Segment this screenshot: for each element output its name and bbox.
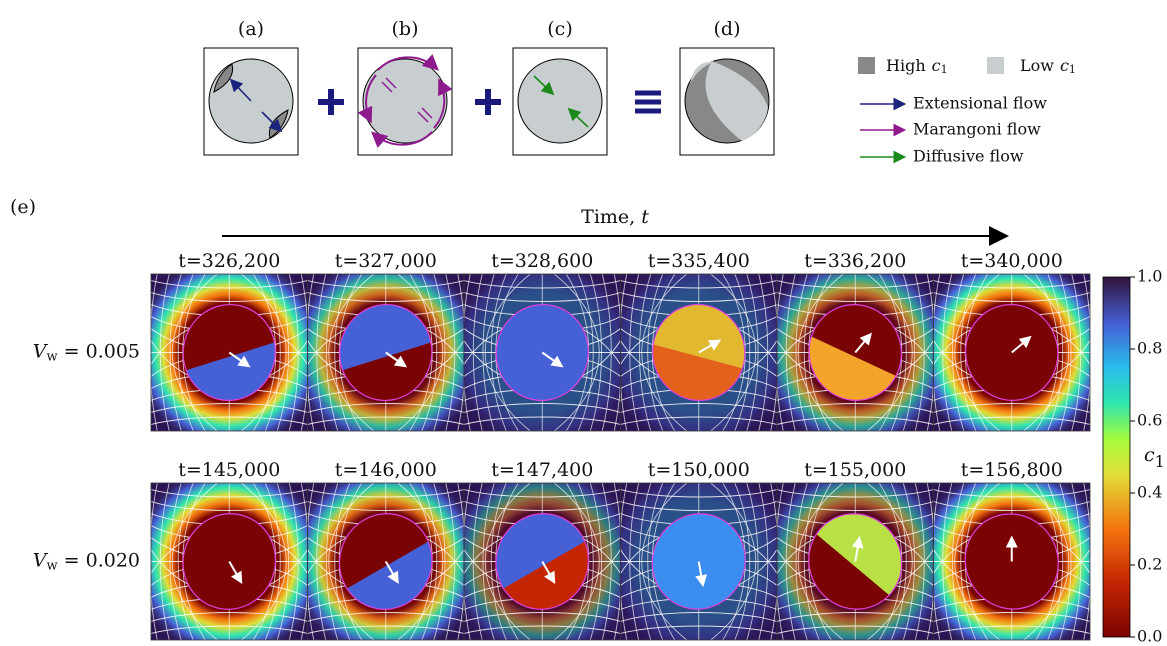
figure: (a) (b) (c) (d) Highc1 Lowc1 Extensional…: [0, 0, 1167, 646]
panel-title: t=335,400: [648, 250, 750, 272]
sim-panel: [442, 462, 642, 646]
row-sub: w: [47, 349, 58, 364]
swatch: [858, 57, 875, 74]
panel-label: (e): [10, 196, 36, 218]
tick-label: 0.0: [1137, 627, 1162, 646]
sim-panel: [599, 253, 799, 453]
body: (a) (b) (c) (d) Highc1 Lowc1 Extensional…: [0, 0, 1167, 646]
panel-label: (b): [392, 18, 419, 40]
tick-label: 1.0: [1137, 267, 1162, 286]
panel-label: (d): [714, 18, 741, 40]
panel-title: t=336,200: [804, 250, 906, 272]
row-text: = 0.005: [64, 341, 140, 363]
panel-title: t=340,000: [961, 250, 1063, 272]
row-label: Vw= 0.020: [33, 550, 140, 574]
panel-title: t=146,000: [335, 459, 437, 481]
sim-panel: [912, 253, 1112, 453]
sim-panel: [442, 253, 642, 453]
legend-text: High: [886, 56, 926, 75]
colorbar-label: c1: [1144, 444, 1165, 471]
plus: [318, 89, 344, 115]
sim-panel: [755, 253, 955, 453]
time-var: t: [641, 206, 649, 228]
legend-entry: Extensional flow: [913, 94, 1047, 113]
panel-title: t=327,000: [335, 250, 437, 272]
cbar-var: c: [1144, 444, 1155, 466]
row-label: Vw= 0.005: [33, 341, 140, 365]
sim-panel: [912, 462, 1112, 646]
panel-title: t=147,400: [491, 459, 593, 481]
panel-title: t=328,600: [491, 250, 593, 272]
row-text: = 0.020: [64, 550, 140, 572]
sim-panel: [599, 462, 799, 646]
tick-label: 0.2: [1137, 555, 1162, 574]
legend-sub: 1: [1069, 63, 1076, 76]
panel-label: (a): [238, 18, 264, 40]
tick-label: 0.6: [1137, 411, 1162, 430]
panel-title: t=156,800: [961, 459, 1063, 481]
legend-var: c: [1060, 56, 1069, 75]
legend-sub: 1: [941, 63, 948, 76]
droplet: [518, 59, 602, 143]
panel-title: t=150,000: [648, 459, 750, 481]
sim-panel: [755, 462, 955, 646]
legend-entry: Marangoni flow: [913, 120, 1041, 139]
sim-panel: [129, 253, 329, 453]
sim-panel: [286, 462, 486, 646]
legend-text: Low: [1020, 56, 1054, 75]
plus: [475, 89, 501, 115]
legend-var: c: [932, 56, 941, 75]
colorbar: [1103, 277, 1130, 637]
panel-title: t=145,000: [178, 459, 280, 481]
time-text: Time,: [581, 206, 635, 228]
legend: Highc1 Lowc1 Extensional flow Marangoni …: [858, 56, 1076, 166]
time-axis-label: Time, t: [581, 206, 649, 228]
panel-title: t=326,200: [178, 250, 280, 272]
tick-label: 0.4: [1137, 483, 1162, 502]
sim-panel: [286, 253, 486, 453]
tick-label: 0.8: [1137, 339, 1162, 358]
legend-entry: Lowc1: [1020, 56, 1076, 77]
row-sub: w: [47, 558, 58, 573]
panel-label: (c): [547, 18, 572, 40]
legend-entry: Diffusive flow: [913, 147, 1024, 166]
page: Droplet figure {"panels": [{"label": "(a…: [0, 0, 1167, 646]
equiv: [635, 93, 661, 111]
cbar-sub: 1: [1155, 452, 1165, 471]
panel-title: t=155,000: [804, 459, 906, 481]
droplet: [363, 59, 447, 143]
sim-panel: [129, 462, 329, 646]
simulation-grid: Vw= 0.005t=326,200t=327,000t=328,600t=33…: [33, 250, 1112, 646]
swatch: [987, 57, 1004, 74]
